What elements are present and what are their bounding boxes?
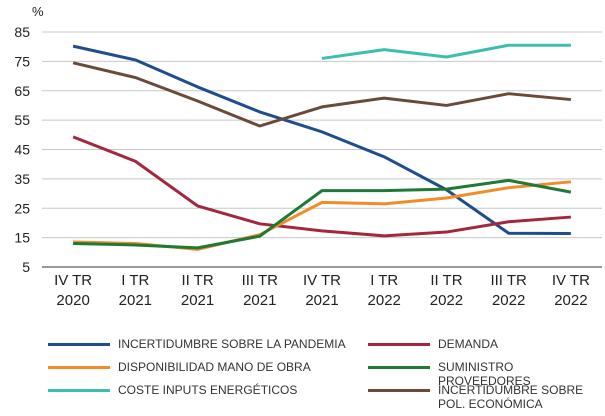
y-tick-label: 75 [14, 53, 30, 69]
y-tick-label: 25 [14, 200, 30, 216]
legend-label: INCERTIDUMBRE SOBRE LA PANDEMIA [118, 337, 346, 351]
x-tick-label: IV TR 2020 [54, 272, 92, 309]
y-tick-label: 45 [14, 142, 30, 158]
x-tick-label: IV TR 2021 [303, 272, 341, 309]
legend-label: COSTE INPUTS ENERGÉTICOS [118, 383, 298, 397]
series-line [321, 43, 571, 60]
legend-item: SUMINISTRO PROVEEDORES [368, 360, 598, 388]
series-line [72, 44, 571, 236]
series-line [73, 178, 572, 250]
y-tick-label: 65 [14, 83, 30, 99]
legend-item: INCERTIDUMBRE SOBRE POL. ECONÓMICA [368, 383, 598, 411]
x-tick-label: I TR 2022 [368, 272, 401, 309]
legend-label: INCERTIDUMBRE SOBRE POL. ECONÓMICA [438, 383, 584, 411]
legend-item: DISPONIBILIDAD MANO DE OBRA [48, 360, 348, 374]
legend-swatch [368, 366, 430, 369]
y-axis-label: % [32, 4, 44, 19]
x-tick-label: I TR 2021 [119, 272, 152, 309]
legend-item: INCERTIDUMBRE SOBRE LA PANDEMIA [48, 337, 348, 351]
x-tick-label: IV TR 2022 [552, 272, 590, 309]
plot: % 5 15 25 35 45 55 65 75 85 IV TR 2020 I TR 2021 II T… [14, 4, 602, 309]
legend-item: COSTE INPUTS ENERGÉTICOS [48, 383, 348, 397]
series-line [72, 135, 572, 238]
x-tick-label: III TR 2022 [490, 272, 527, 309]
y-tick-label: 5 [22, 259, 30, 275]
series-line [72, 61, 572, 128]
legend-item: DEMANDA [368, 337, 598, 351]
legend-swatch [48, 389, 110, 392]
legend-label: DEMANDA [438, 337, 499, 351]
y-tick-label: 85 [14, 24, 30, 40]
y-tick-label: 55 [14, 112, 30, 128]
x-tick-label: II TR 2021 [181, 272, 214, 309]
legend-swatch [368, 389, 430, 392]
y-tick-label: 15 [14, 230, 30, 246]
x-tick-label: III TR 2021 [242, 272, 279, 309]
legend-label: SUMINISTRO PROVEEDORES [438, 360, 531, 388]
x-tick-label: II TR 2022 [430, 272, 463, 309]
legend-label: DISPONIBILIDAD MANO DE OBRA [118, 360, 311, 374]
y-tick-label: 35 [14, 171, 30, 187]
legend-swatch [48, 366, 110, 369]
legend-swatch [48, 343, 110, 346]
legend-swatch [368, 343, 430, 346]
